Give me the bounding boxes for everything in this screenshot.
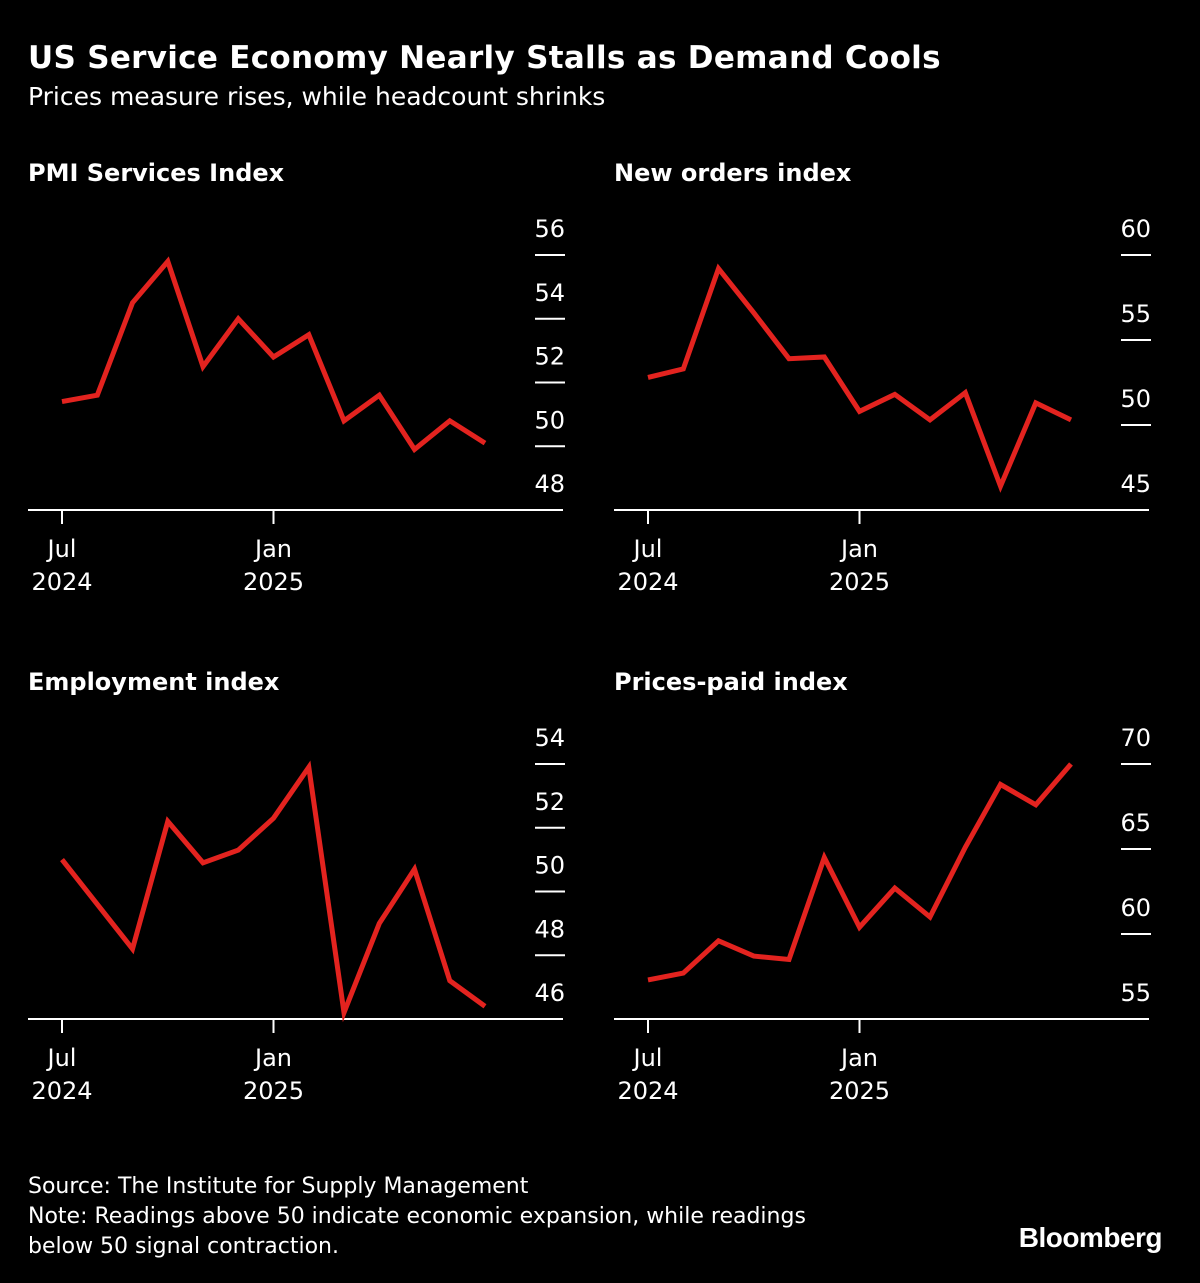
source-note: Source: The Institute for Supply Managem… (28, 1174, 529, 1199)
x-tick-label-year: 2024 (617, 1077, 678, 1105)
panel-title: New orders index (614, 159, 852, 187)
x-tick-label-year: 2025 (829, 1077, 890, 1105)
y-tick-label: 48 (534, 470, 565, 498)
panel-title: Prices-paid index (614, 668, 848, 696)
panel-title: PMI Services Index (28, 159, 285, 187)
y-tick-label: 50 (1120, 385, 1151, 413)
y-tick-label: 54 (534, 724, 565, 752)
x-tick-label-month: Jul (46, 1044, 77, 1072)
note-line-2: below 50 signal contraction. (28, 1234, 339, 1259)
x-tick-label-month: Jan (839, 1044, 878, 1072)
series-line (647, 263, 1073, 493)
y-tick-label: 60 (1120, 894, 1151, 922)
y-tick-label: 52 (534, 343, 565, 371)
y-tick-label: 56 (534, 215, 565, 243)
panel-title: Employment index (28, 668, 280, 696)
x-tick-label-year: 2025 (243, 1077, 304, 1105)
y-tick-label: 54 (534, 279, 565, 307)
x-tick-label-month: Jan (253, 1044, 292, 1072)
y-tick-label: 45 (1120, 470, 1151, 498)
x-tick-label-year: 2024 (31, 1077, 92, 1105)
y-tick-label: 46 (534, 979, 565, 1007)
x-tick-label-year: 2025 (829, 568, 890, 596)
y-tick-label: 65 (1120, 809, 1151, 837)
x-tick-label-month: Jul (46, 535, 77, 563)
y-tick-label: 60 (1120, 215, 1151, 243)
y-tick-label: 52 (534, 788, 565, 816)
x-tick-label-month: Jan (253, 535, 292, 563)
y-tick-label: 48 (534, 915, 565, 943)
y-tick-label: 50 (534, 852, 565, 880)
x-tick-label-month: Jan (839, 535, 878, 563)
bloomberg-logo: Bloomberg (1018, 1222, 1163, 1253)
x-tick-label-year: 2025 (243, 568, 304, 596)
y-tick-label: 55 (1120, 979, 1151, 1007)
x-tick-label-month: Jul (632, 535, 663, 563)
chart-subtitle: Prices measure rises, while headcount sh… (28, 82, 606, 111)
note-line-1: Note: Readings above 50 indicate economi… (28, 1204, 806, 1229)
y-tick-label: 70 (1120, 724, 1151, 752)
series-line (60, 760, 487, 1023)
x-tick-label-month: Jul (632, 1044, 663, 1072)
y-tick-label: 50 (534, 406, 565, 434)
series-line (61, 256, 487, 454)
x-tick-label-year: 2024 (31, 568, 92, 596)
y-tick-label: 55 (1120, 300, 1151, 328)
chart-title: US Service Economy Nearly Stalls as Dema… (28, 40, 941, 76)
series-line (647, 762, 1073, 983)
x-tick-label-year: 2024 (617, 568, 678, 596)
